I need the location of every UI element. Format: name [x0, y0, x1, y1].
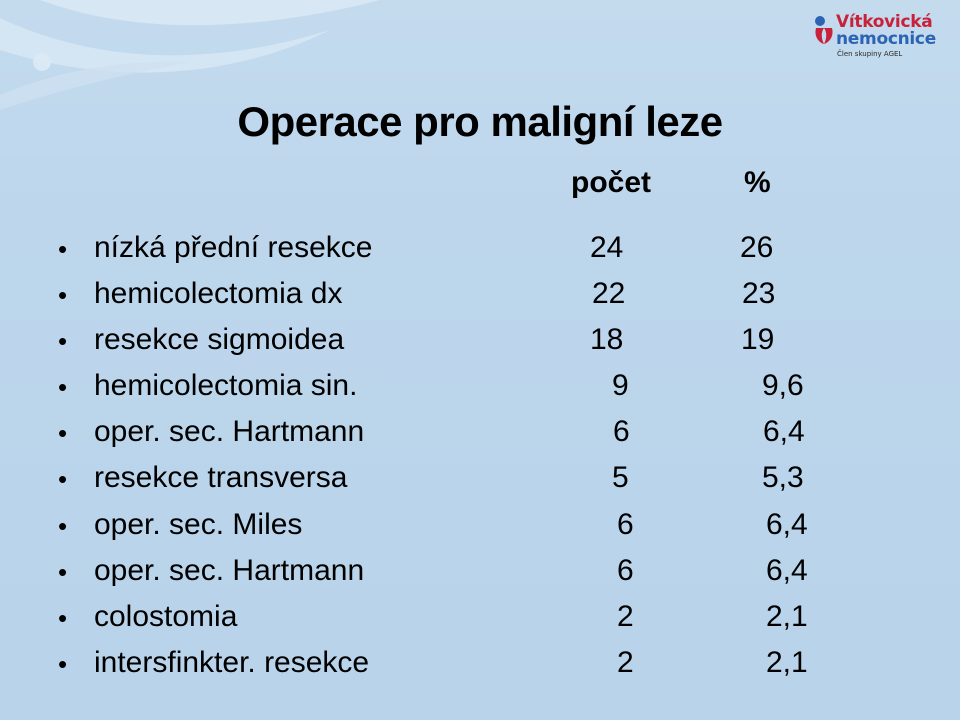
row-count: 2 — [617, 600, 634, 633]
row-label: oper. sec. Hartmann — [94, 554, 365, 587]
row-percent: 23 — [742, 277, 776, 310]
row-count: 24 — [590, 231, 624, 264]
list-item: • colostomia 2 2,1 — [0, 597, 960, 643]
list-item: • resekce sigmoidea 18 19 — [0, 320, 960, 366]
list-item: • nízká přední resekce 24 26 — [0, 228, 960, 274]
list-item: • oper. sec. Hartmann 6 6,4 — [0, 412, 960, 458]
row-label: oper. sec. Miles — [94, 508, 303, 541]
list-item: • hemicolectomia dx 22 23 — [0, 274, 960, 320]
row-percent: 5,3 — [762, 461, 804, 494]
row-count: 9 — [612, 369, 629, 402]
bullet-icon: • — [58, 372, 68, 402]
row-label: hemicolectomia dx — [94, 277, 343, 310]
bullet-icon: • — [58, 557, 68, 587]
bullet-icon: • — [58, 280, 68, 310]
row-percent: 9,6 — [762, 369, 804, 402]
slide-title: Operace pro maligní leze — [237, 98, 723, 145]
row-percent: 2,1 — [766, 646, 808, 679]
bullet-icon: • — [58, 418, 68, 448]
bullet-icon: • — [58, 603, 68, 633]
row-count: 6 — [617, 554, 634, 587]
row-label: intersfinkter. resekce — [94, 646, 370, 679]
list-item: • oper. sec. Miles 6 6,4 — [0, 505, 960, 551]
column-header-count: počet — [571, 166, 652, 199]
row-count: 6 — [617, 508, 634, 541]
logo-mark-icon — [815, 16, 833, 44]
bullet-icon: • — [58, 234, 68, 264]
row-label: hemicolectomia sin. — [94, 369, 358, 402]
row-percent: 19 — [741, 323, 775, 356]
row-count: 6 — [613, 415, 630, 448]
list-item: • resekce transversa 5 5,3 — [0, 458, 960, 504]
row-percent: 2,1 — [766, 600, 808, 633]
column-header-percent: % — [744, 166, 771, 199]
row-count: 18 — [590, 323, 624, 356]
bullet-icon: • — [58, 649, 68, 679]
row-percent: 6,4 — [763, 415, 805, 448]
row-label: nízká přední resekce — [94, 231, 373, 264]
logo-line2: nemocnice — [836, 29, 936, 49]
logo-tagline: Člen skupiny AGEL — [837, 50, 903, 58]
bullet-icon: • — [58, 511, 68, 541]
row-label: oper. sec. Hartmann — [94, 415, 365, 448]
row-count: 22 — [592, 277, 626, 310]
row-percent: 26 — [740, 231, 774, 264]
list-item: • intersfinkter. resekce 2 2,1 — [0, 643, 960, 689]
bullet-icon: • — [58, 464, 68, 494]
row-count: 2 — [617, 646, 634, 679]
list-item: • oper. sec. Hartmann 6 6,4 — [0, 551, 960, 597]
bullet-icon: • — [58, 326, 68, 356]
logo-line1: Vítkovická — [836, 12, 933, 32]
decorative-swoosh — [0, 0, 380, 110]
row-label: colostomia — [94, 600, 238, 633]
row-label: resekce transversa — [94, 461, 348, 494]
row-percent: 6,4 — [766, 554, 808, 587]
list-item: • hemicolectomia sin. 9 9,6 — [0, 366, 960, 412]
hospital-logo: Vítkovická nemocnice Člen skupiny AGEL — [812, 12, 942, 62]
row-count: 5 — [612, 461, 629, 494]
row-label: resekce sigmoidea — [94, 323, 345, 356]
row-percent: 6,4 — [766, 508, 808, 541]
